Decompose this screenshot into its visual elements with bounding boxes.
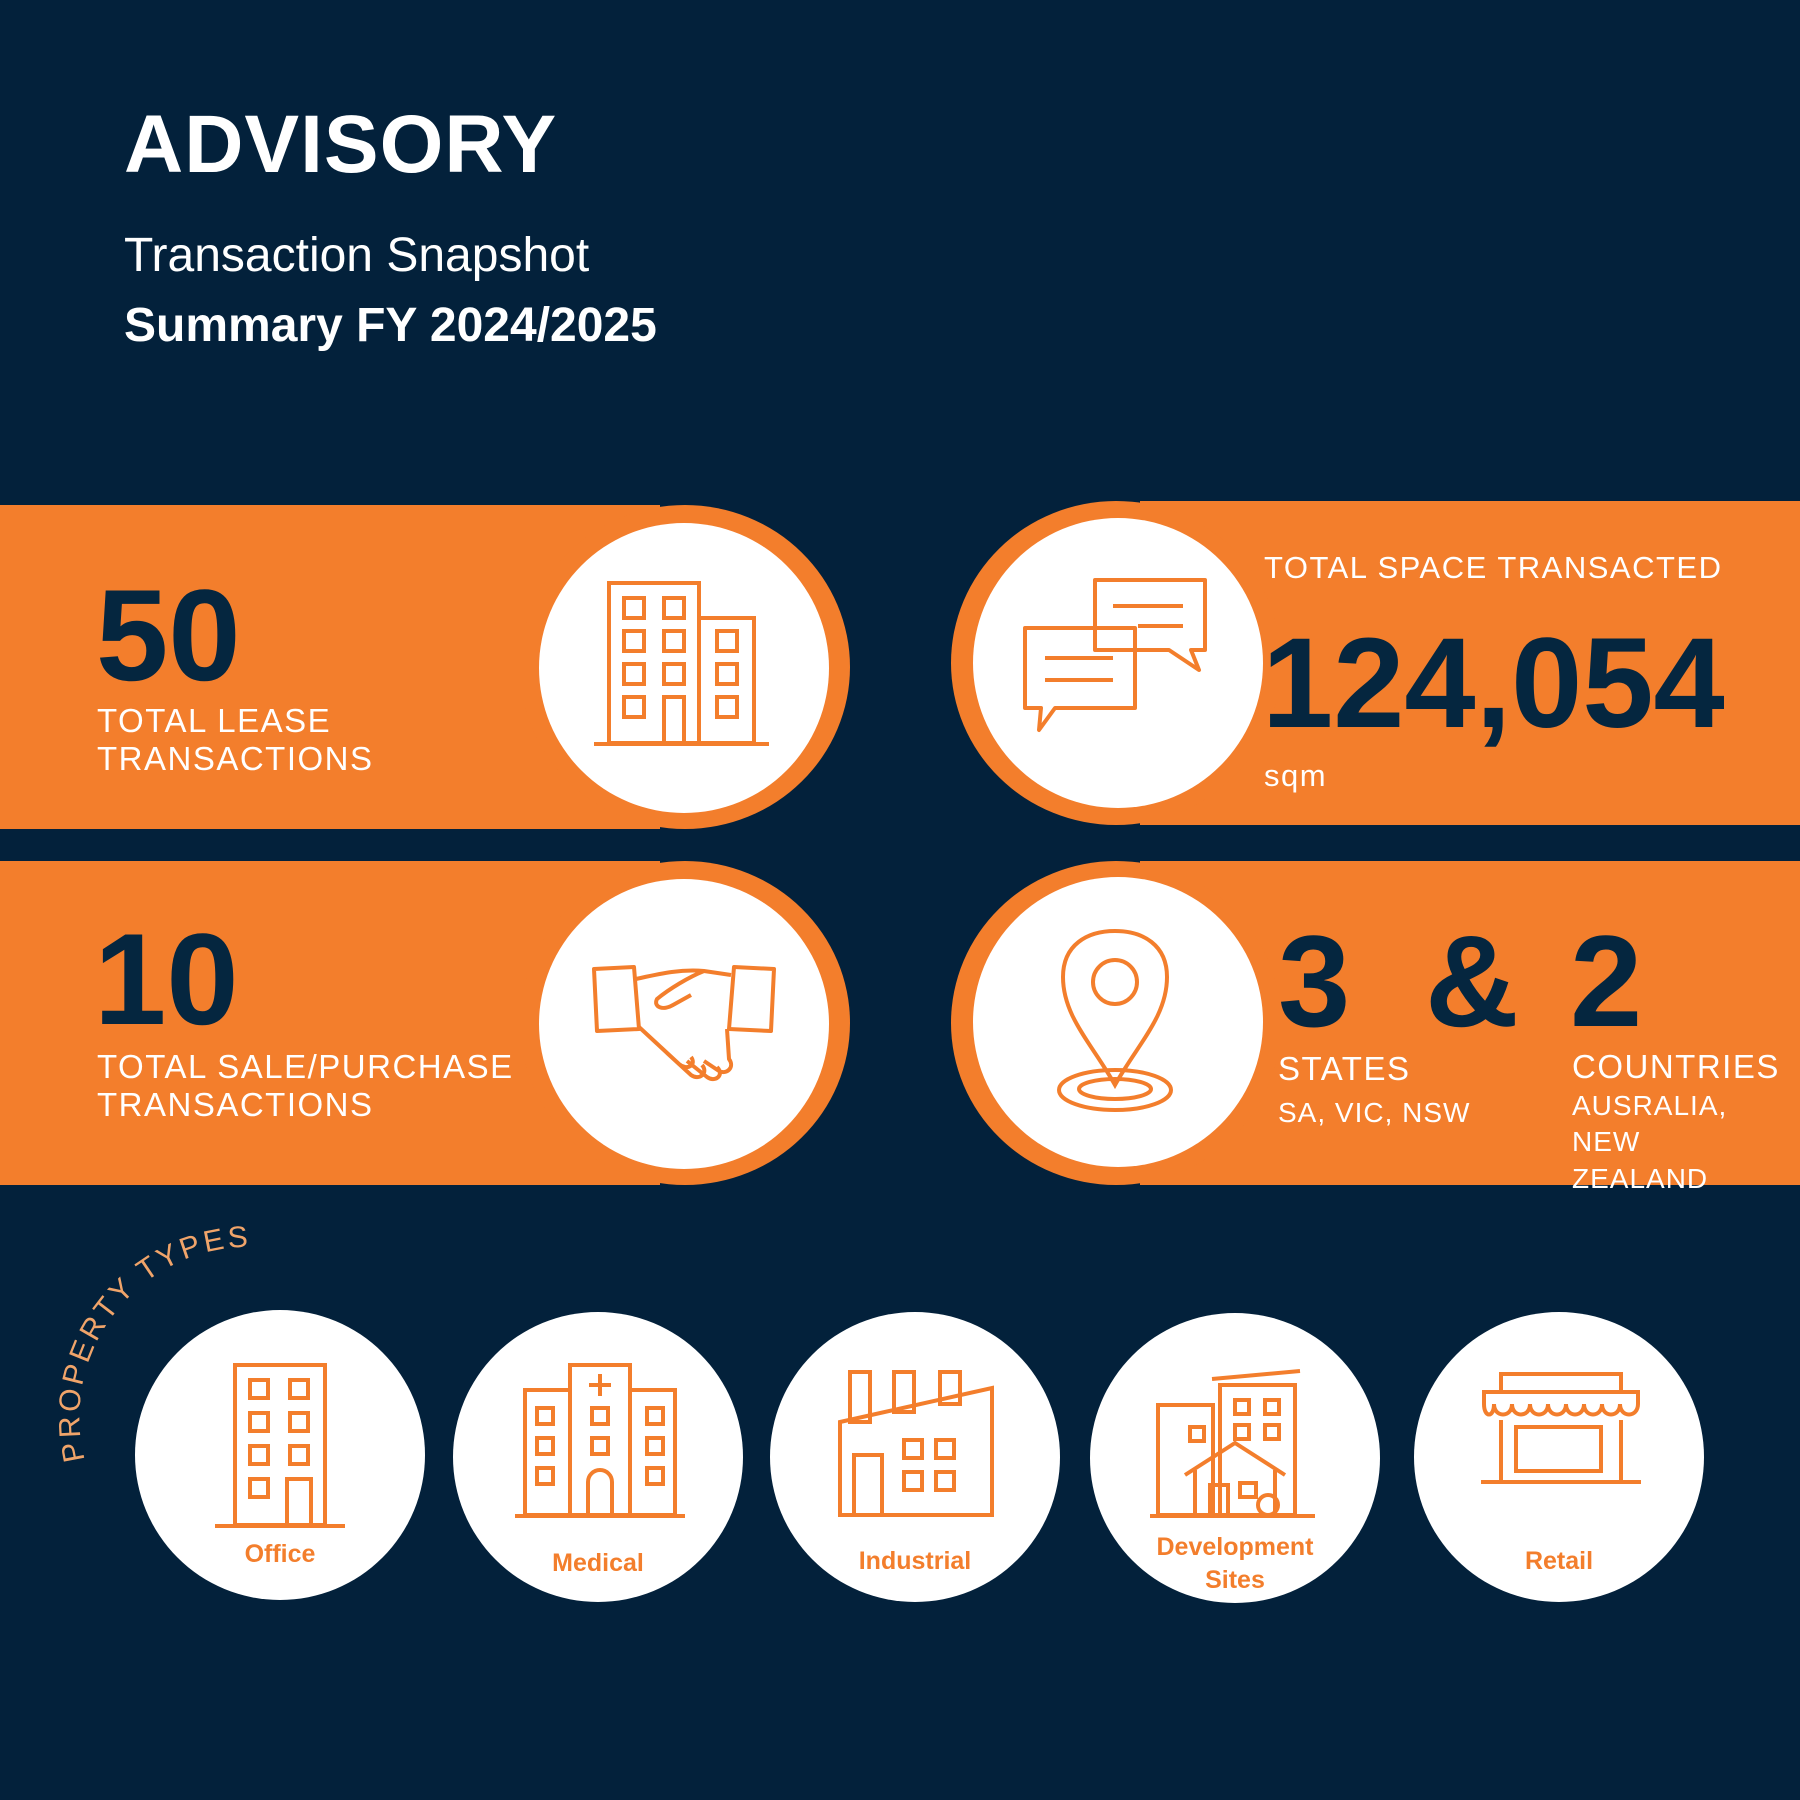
space-unit: sqm [1264, 758, 1328, 793]
space-total-value: 124,054 [1262, 612, 1725, 755]
property-type-retail: Retail [1414, 1312, 1704, 1602]
ampersand: & [1425, 908, 1519, 1054]
property-type-label: Industrial [858, 1547, 972, 1575]
report-period: Summary FY 2024/2025 [124, 299, 657, 352]
property-type-label: Development Sites [1156, 1533, 1314, 1594]
regions-icon-circle [973, 877, 1263, 1167]
property-type-industrial: Industrial [770, 1312, 1060, 1602]
states-label: STATES [1278, 1050, 1411, 1087]
space-heading: TOTAL SPACE TRANSACTED [1264, 550, 1723, 585]
property-type-office: Office [135, 1310, 425, 1600]
medical-building-icon [515, 1363, 685, 1518]
lease-icon-circle [539, 523, 829, 813]
handshake-icon [592, 965, 776, 1082]
states-count: 3 [1278, 908, 1351, 1054]
property-type-label: Medical [552, 1549, 644, 1577]
factory-icon [838, 1370, 994, 1517]
countries-count: 2 [1570, 908, 1643, 1054]
page-title: ADVISORY [124, 99, 558, 190]
page-subtitle: Transaction Snapshot [124, 229, 590, 282]
space-icon-circle [973, 518, 1263, 808]
sale-total-value: 10 [94, 906, 239, 1052]
states-list: SA, VIC, NSW [1278, 1097, 1471, 1128]
countries-list: AUSRALIA, NEW ZEALAND [1572, 1090, 1728, 1194]
property-type-label: Office [244, 1540, 316, 1568]
lease-total-label: TOTAL LEASE TRANSACTIONS [97, 702, 374, 777]
office-building-icon [594, 581, 769, 746]
countries-label: COUNTRIES [1572, 1048, 1780, 1085]
sale-icon-circle [539, 879, 829, 1169]
retail-store-icon [1481, 1372, 1641, 1484]
chat-bubbles-icon [1023, 578, 1207, 732]
development-sites-icon [1150, 1369, 1315, 1518]
location-pin-icon [1057, 928, 1173, 1112]
property-type-medical: Medical [453, 1312, 743, 1602]
sale-total-label: TOTAL SALE/PURCHASE TRANSACTIONS [97, 1048, 514, 1123]
office-icon [215, 1363, 345, 1528]
lease-total-value: 50 [96, 562, 241, 708]
property-type-label: Retail [1524, 1547, 1594, 1575]
property-type-development: Development Sites [1090, 1313, 1380, 1603]
